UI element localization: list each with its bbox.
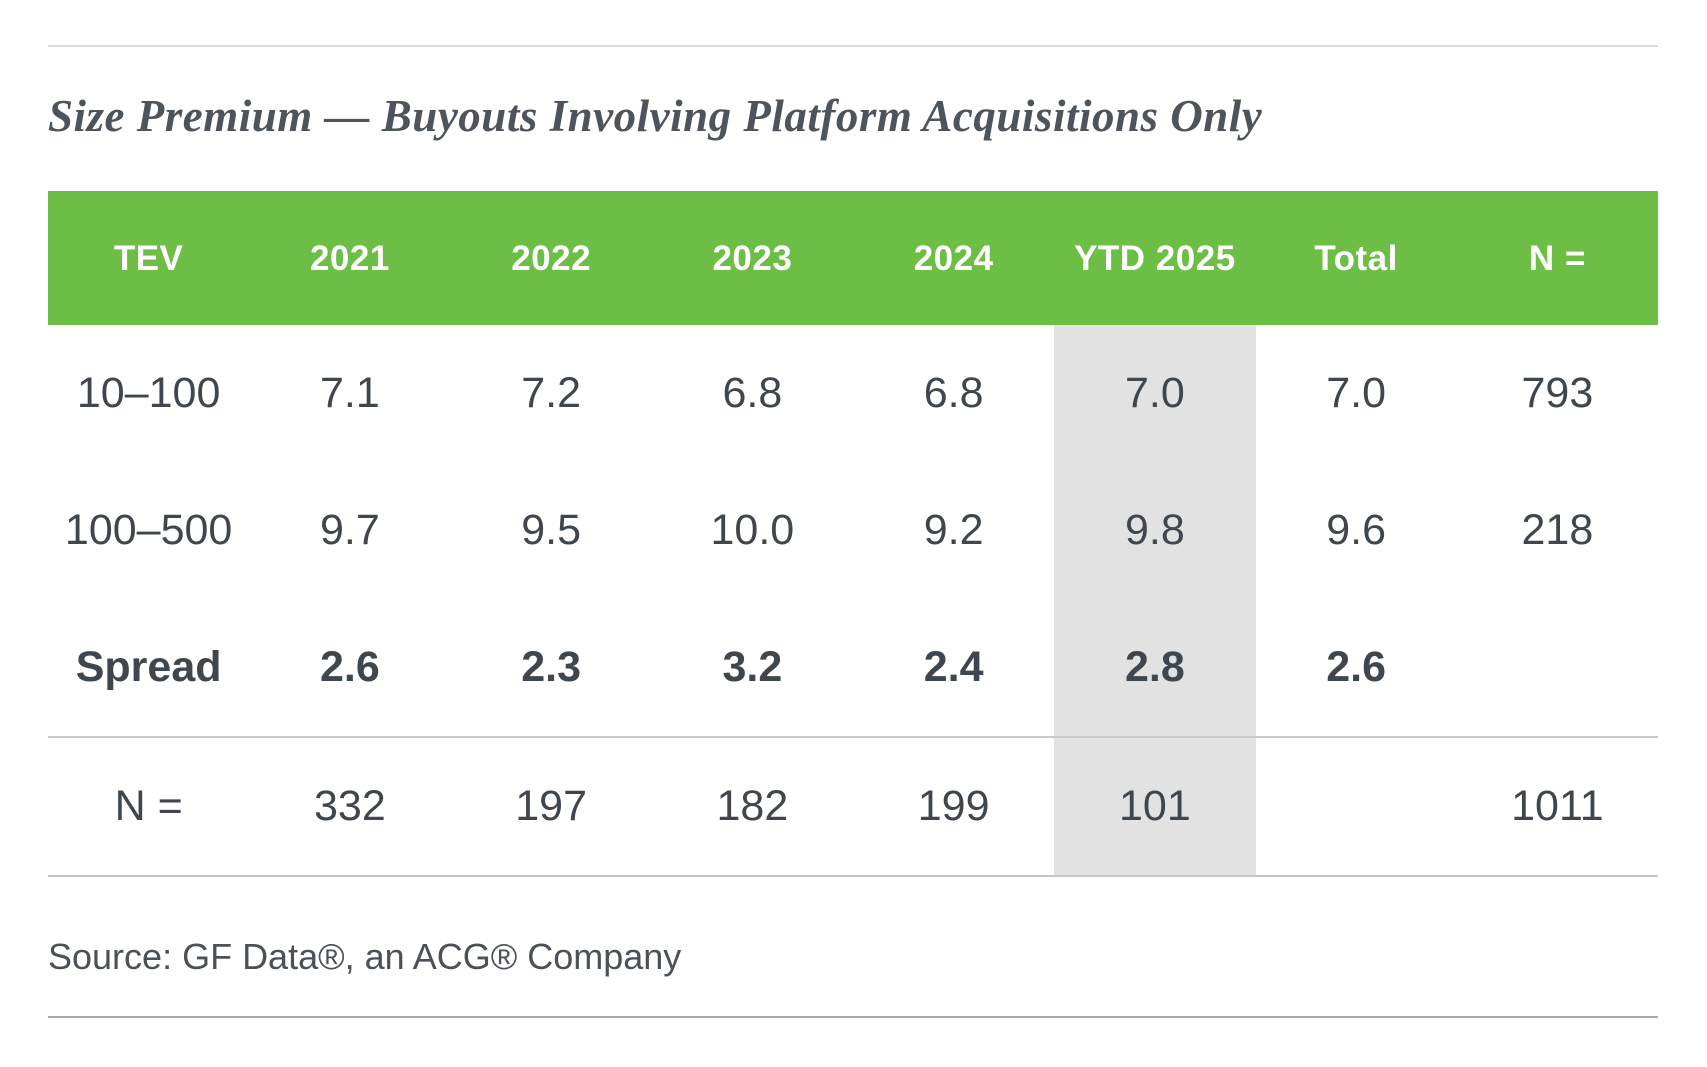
table-header-row: TEV 2021 2022 2023 2024 YTD 2025 Total N… <box>48 191 1658 325</box>
column-header-n: N = <box>1528 238 1586 278</box>
table-cell: 182 <box>716 782 789 830</box>
column-header-2021: 2021 <box>309 238 390 278</box>
size-premium-table: TEV 2021 2022 2023 2024 YTD 2025 Total N… <box>48 191 1658 877</box>
row-label: N = <box>114 782 183 830</box>
table-cell: 218 <box>1521 506 1594 554</box>
table-cell-highlighted: 9.8 <box>1054 462 1256 599</box>
table-cell: 332 <box>314 782 386 830</box>
table-cell: 6.8 <box>722 369 783 417</box>
table-cell: 7.1 <box>319 369 380 417</box>
table-cell: 9.5 <box>521 506 582 554</box>
table-cell <box>1457 599 1658 736</box>
table-cell-highlighted: 2.8 <box>1054 599 1256 736</box>
column-header-2022: 2022 <box>511 238 592 278</box>
row-label: Spread <box>75 643 222 691</box>
column-header-tev: TEV <box>113 238 184 278</box>
table-cell: 9.6 <box>1326 506 1387 554</box>
row-label: 100–500 <box>64 506 233 554</box>
table-cell: 7.0 <box>1326 369 1387 417</box>
table-cell: 7.2 <box>521 369 582 417</box>
table-cell: 793 <box>1521 369 1594 417</box>
table-cell-highlighted: 7.0 <box>1054 325 1256 462</box>
source-attribution: Source: GF Data®, an ACG® Company <box>48 936 682 977</box>
table-cell <box>1256 738 1457 875</box>
column-header-ytd-2025: YTD 2025 <box>1074 238 1236 278</box>
table-row-10-100: 10–100 7.1 7.2 6.8 6.8 7.0 7.0 793 <box>48 325 1658 462</box>
table-cell: 2.6 <box>319 643 380 691</box>
table-cell-highlighted: 101 <box>1054 738 1256 875</box>
table-cell: 1011 <box>1511 782 1604 830</box>
column-header-2024: 2024 <box>913 238 994 278</box>
table-cell: 9.7 <box>319 506 380 554</box>
page-title: Size Premium — Buyouts Involving Platfor… <box>48 91 1263 141</box>
column-header-total: Total <box>1314 238 1398 278</box>
top-divider <box>48 45 1658 47</box>
column-header-2023: 2023 <box>712 238 793 278</box>
table-cell: 9.2 <box>923 506 984 554</box>
table-cell: 2.3 <box>521 643 582 691</box>
table-cell: 6.8 <box>923 369 984 417</box>
table-row-n: N = 332 197 182 199 101 1011 <box>48 736 1658 877</box>
table-cell: 199 <box>917 782 990 830</box>
table-cell: 2.4 <box>923 643 984 691</box>
table-cell: 3.2 <box>722 643 783 691</box>
table-row-100-500: 100–500 9.7 9.5 10.0 9.2 9.8 9.6 218 <box>48 462 1658 599</box>
table-cell: 197 <box>515 782 587 830</box>
table-cell: 2.6 <box>1326 643 1387 691</box>
row-label: 10–100 <box>76 369 221 417</box>
bottom-divider <box>48 1016 1658 1018</box>
table-row-spread: Spread 2.6 2.3 3.2 2.4 2.8 2.6 <box>48 599 1658 736</box>
table-cell: 10.0 <box>710 506 795 554</box>
